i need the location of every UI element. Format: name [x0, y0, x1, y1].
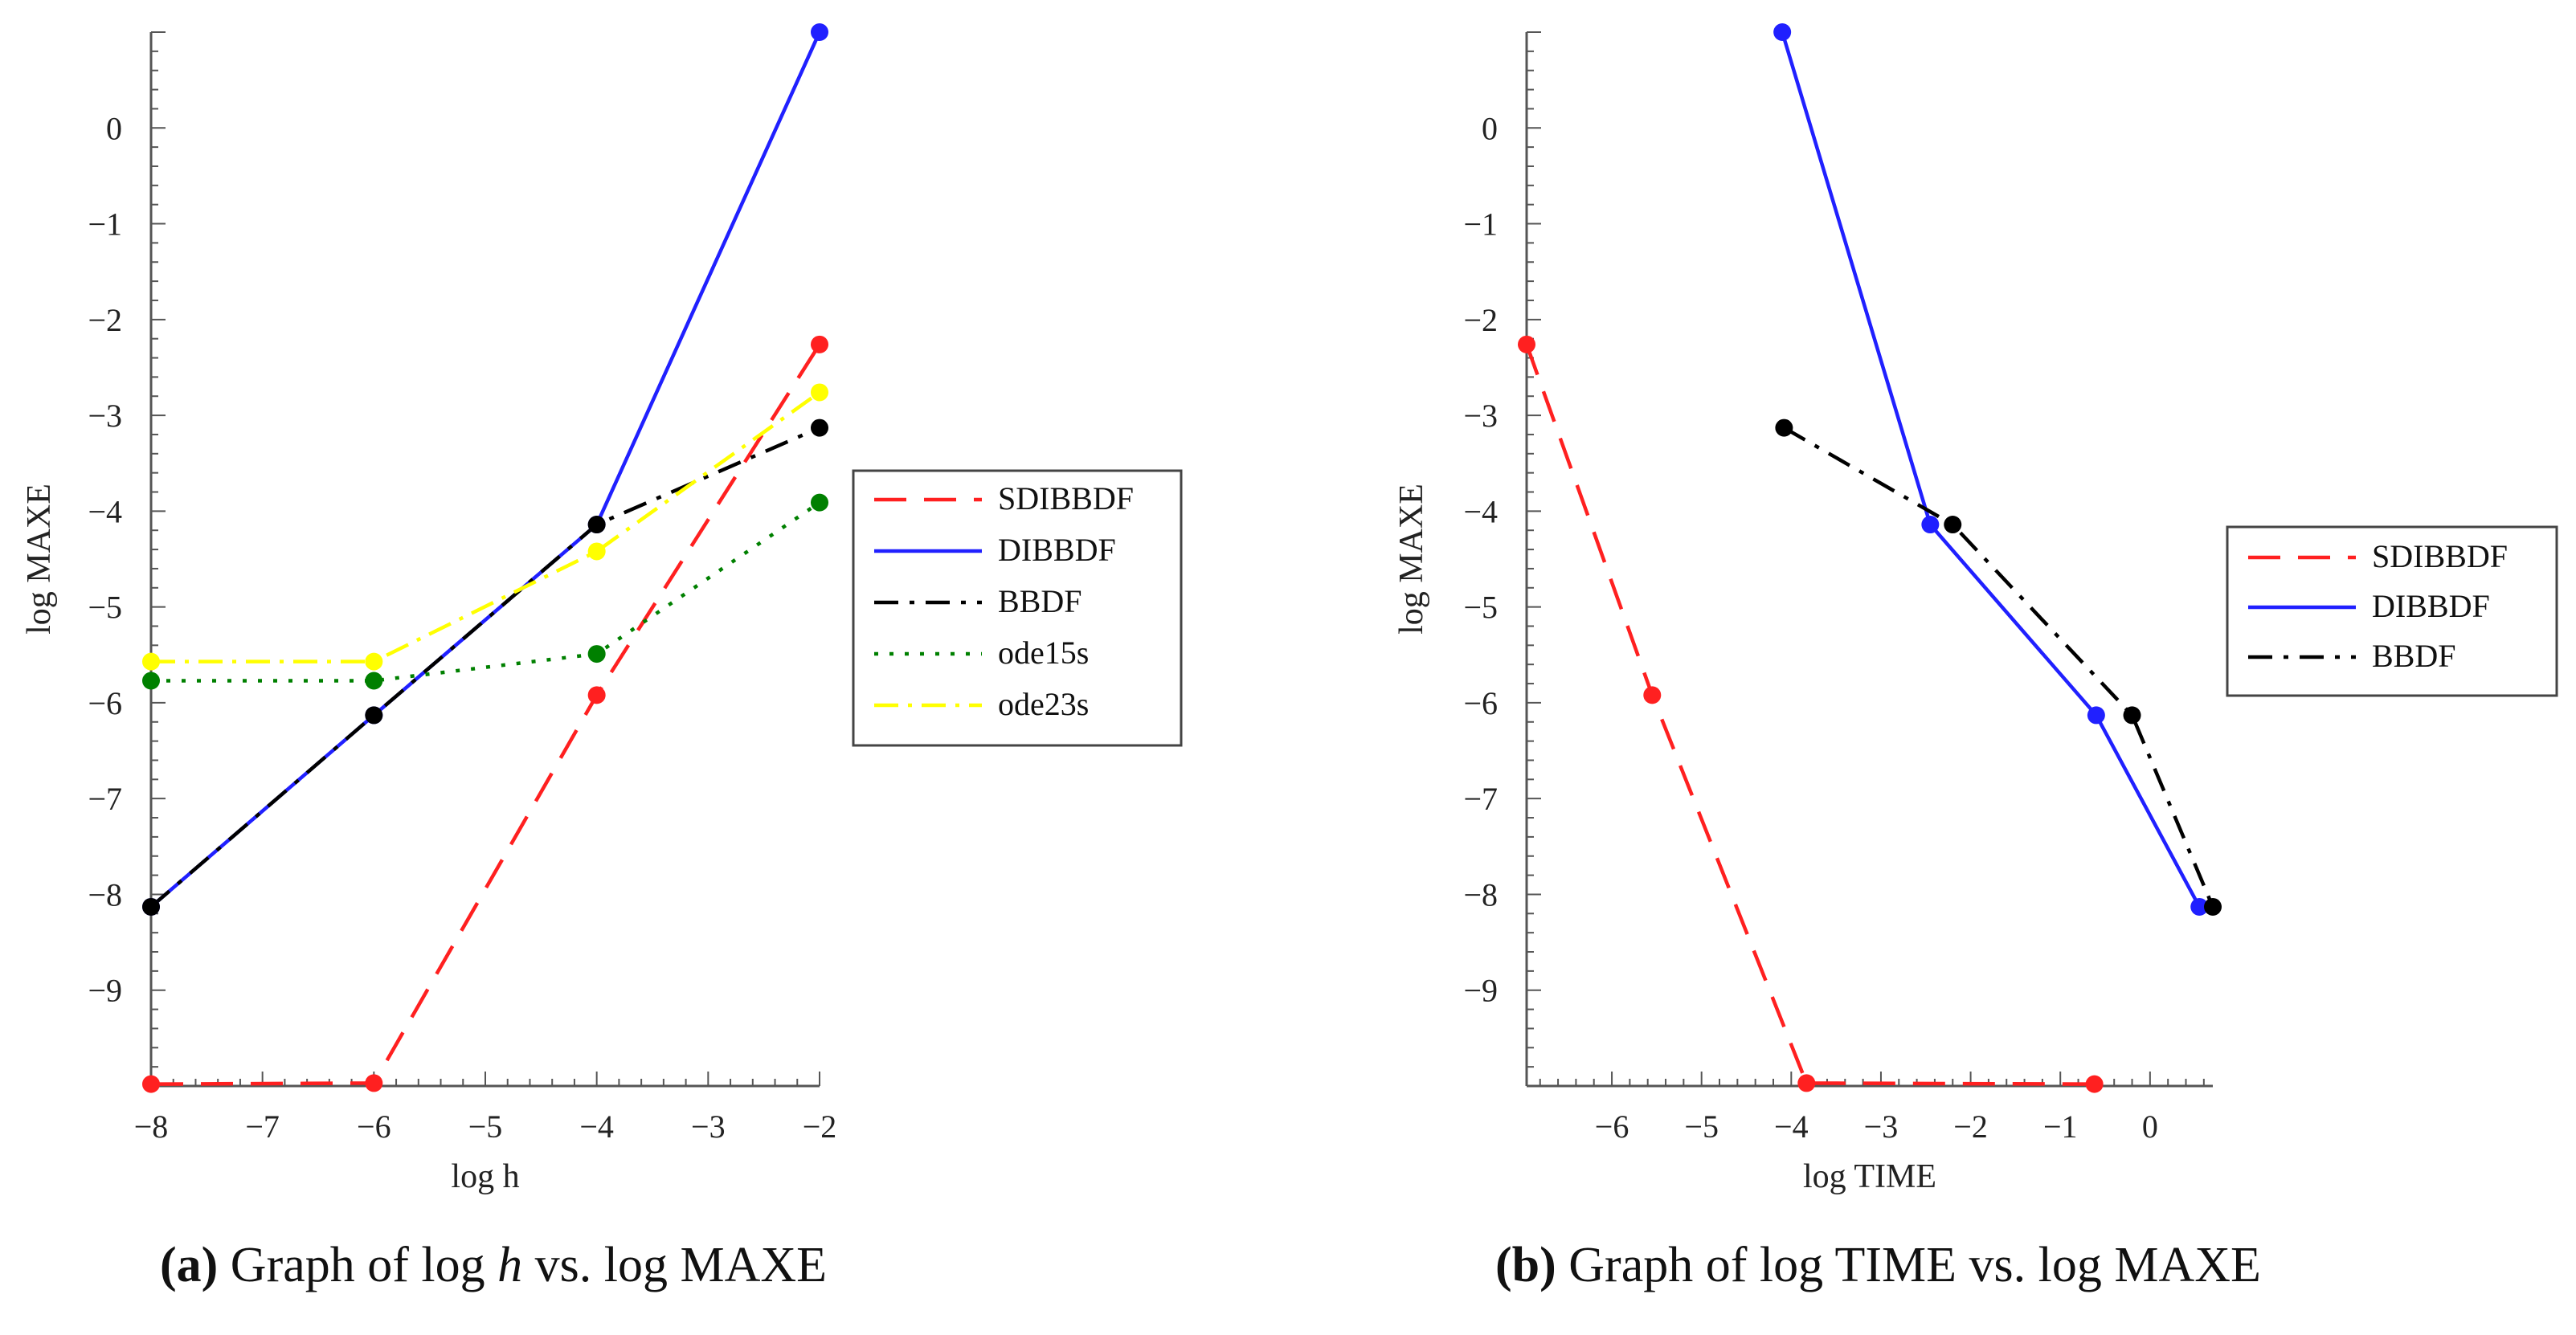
panel-a-x-tick-label: −5 [468, 1108, 503, 1145]
panel-a-x-tick-label: −3 [691, 1108, 726, 1145]
panel-a-chart: 0 −1 −2 −3 −4 −5 −6 −7 −8 −9 −8 −7 −6 −5 −4 −3 −2 log h lo… [21, 23, 1183, 1195]
panel-a-y-tick-label: 0 [106, 110, 122, 146]
panel-b-y-axis-label: log MAXE [1393, 484, 1430, 635]
panel-b-x-tick-label: −1 [2043, 1108, 2078, 1145]
panel-a-y-tick-label: −4 [88, 493, 122, 529]
panel-a-legend-box [852, 469, 1183, 747]
panel-a-series-ode15s-point [142, 672, 160, 690]
caption-a: (a) Graph of log h vs. log MAXE [160, 1237, 827, 1294]
panel-a-series-dibbdf-point [811, 23, 828, 41]
panel-b-x-tick-label: −2 [1953, 1108, 1988, 1145]
panel-a-series-ode15s-point [811, 493, 828, 512]
panel-a-y-tick-label: −6 [88, 685, 122, 721]
panel-a-x-tick-label: −8 [134, 1108, 169, 1145]
panel-b-series-dibbdf-point [1773, 23, 1792, 41]
panel-b-chart: 0 −1 −2 −3 −4 −5 −6 −7 −8 −9 −6 −5 −4 −3 −2 −1 0 log TIME… [1393, 23, 2558, 1195]
panel-b-y-tick-label: −7 [1463, 781, 1498, 817]
caption-b: (b) Graph of log TIME vs. log MAXE [1495, 1237, 2261, 1294]
panel-b-y-tick-label: −1 [1463, 206, 1498, 243]
caption-b-letter: (b) [1495, 1238, 1556, 1292]
panel-a-x-axis-label: log h [451, 1158, 519, 1195]
panel-a-series-ode15s-line [151, 500, 821, 683]
panel-a-legend-label-ode23s: ode23s [998, 686, 1089, 722]
panel-b-series-dibbdf-point [2087, 706, 2105, 725]
panel-a-series-ode23s-point [811, 383, 828, 402]
panel-a-y-axis-label: log MAXE [21, 484, 58, 635]
panel-b-series-bbdf-point [1944, 516, 1962, 534]
panel-b-series-dibbdf-point [2190, 897, 2209, 916]
panel-b-y-tick-label: −8 [1463, 876, 1498, 912]
panel-a-series-ode15s-point [587, 645, 606, 663]
panel-a-y-tick-label: −3 [88, 398, 122, 434]
panel-b-y-tick-label: −2 [1463, 302, 1498, 338]
panel-b-series-dibbdf-line [1781, 31, 2202, 908]
panel-a-legend-label-bbdf: BBDF [998, 583, 1082, 619]
panel-a-series-bbdf-point [365, 706, 383, 725]
panel-b-series-sdibbdf-point [2085, 1075, 2104, 1093]
panel-b-y-tick-label: 0 [1482, 110, 1498, 146]
panel-b-y-tick-label: −6 [1463, 685, 1498, 721]
panel-a-series-sdibbdf-point [365, 1074, 383, 1092]
panel-b-legend-label-dibbdf: DIBBDF [2372, 588, 2490, 624]
panel-b-series-bbdf-point [2204, 897, 2222, 916]
panel-b-x-tick-label: −5 [1684, 1108, 1719, 1145]
panel-a-y-tick-label: −1 [88, 206, 122, 243]
panel-a-series-ode23s-point [365, 652, 383, 671]
panel-b-series-sdibbdf-point [1797, 1074, 1816, 1092]
panel-a-x-tick-label: −4 [579, 1108, 614, 1145]
panel-a-legend: SDIBBDF DIBBDF BBDF ode15s ode23s [852, 469, 1183, 747]
panel-a-series-bbdf-point [811, 418, 828, 437]
panel-b-series-dibbdf-point [1921, 516, 1940, 534]
panel-a-y-tick-label: −8 [88, 876, 122, 912]
panel-b-legend: SDIBBDF DIBBDF BBDF [2226, 525, 2558, 697]
panel-b-series-sdibbdf-point [1643, 686, 1662, 704]
panel-b-y-tick-label: −9 [1463, 973, 1498, 1009]
panel-a-x-tick-label: −2 [803, 1108, 837, 1145]
panel-a-series-ode23s-point [587, 542, 606, 561]
panel-a-series-ode23s-line [151, 390, 821, 663]
panel-a-x-tick-label: −6 [357, 1108, 391, 1145]
panel-a-legend-label-dibbdf: DIBBDF [998, 532, 1116, 568]
panel-b-legend-label-sdibbdf: SDIBBDF [2372, 538, 2508, 574]
caption-a-before: Graph of log [230, 1238, 498, 1292]
panel-b-legend-label-bbdf: BBDF [2372, 638, 2456, 674]
panel-a-series-ode23s-point [142, 652, 160, 671]
panel-a-y-tick-label: −2 [88, 302, 122, 338]
panel-b-series-bbdf-point [2123, 706, 2141, 725]
panel-b-series-bbdf-line [1783, 426, 2215, 908]
panel-b-y-tick-label: −4 [1463, 493, 1498, 529]
panel-a-legend-label-sdibbdf: SDIBBDF [998, 480, 1134, 516]
panel-a-legend-label-ode15s: ode15s [998, 635, 1089, 671]
panel-b-x-tick-label: −4 [1774, 1108, 1809, 1145]
panel-b-x-axis-label: log TIME [1803, 1158, 1936, 1195]
panel-b-x-tick-label: 0 [2142, 1108, 2158, 1145]
caption-a-italic: h [497, 1238, 523, 1292]
panel-a-y-tick-label: −5 [88, 590, 122, 626]
panel-a-x-tick-label: −7 [245, 1108, 280, 1145]
panel-a-series-bbdf-point [142, 897, 160, 916]
panel-a-series-bbdf-point [587, 516, 606, 534]
panel-b-y-tick-label: −3 [1463, 398, 1498, 434]
panel-b-series-sdibbdf-point [1518, 335, 1535, 353]
panel-b-y-tick-label: −5 [1463, 590, 1498, 626]
panel-b-series-bbdf-point [1775, 418, 1793, 437]
panel-a-series-sdibbdf-point [811, 335, 828, 353]
panel-a-series-ode15s-point [365, 672, 383, 690]
panel-a-series-sdibbdf-point [587, 686, 606, 704]
panel-a-y-tick-label: −9 [88, 973, 122, 1009]
panel-b-x-tick-label: −6 [1595, 1108, 1629, 1145]
caption-a-after: vs. log MAXE [522, 1238, 828, 1292]
panel-a-series-sdibbdf-point [142, 1075, 160, 1093]
panel-a-y-tick-label: −7 [88, 781, 122, 817]
caption-b-before: Graph of log TIME vs. log MAXE [1568, 1238, 2261, 1292]
panel-b-legend-box [2226, 525, 2558, 697]
panel-b-series-sdibbdf-line [1524, 344, 2095, 1086]
caption-a-letter: (a) [160, 1238, 219, 1292]
panel-a-series-dibbdf-line [149, 31, 822, 908]
panel-b-x-tick-label: −3 [1864, 1108, 1899, 1145]
panel-a-series-sdibbdf-line [150, 343, 821, 1086]
